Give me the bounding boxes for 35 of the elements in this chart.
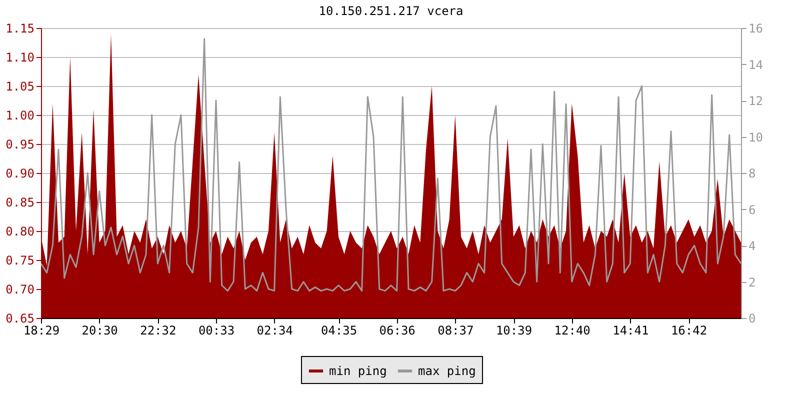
x-tick-label: 00:33 [198,324,235,338]
y-tick-label: 0.80 [6,224,34,238]
y2-tick-label: 6 [748,202,756,217]
y2-tick-label: 8 [748,166,756,180]
y-tick-label: 0.70 [6,282,34,296]
chart-title: 10.150.251.217 vcera [318,4,464,18]
x-tick-label: 12:40 [554,324,590,338]
x-tick-label: 06:36 [379,324,416,338]
x-tick-label: 02:34 [256,324,293,338]
y-tick-label: 1.00 [6,108,34,122]
y-tick-label: 1.05 [6,80,34,94]
x-tick-label: 08:37 [438,324,474,338]
x-tick-label: 10:39 [496,324,532,338]
y2-tick-label: 14 [748,58,763,72]
x-tick-label: 22:32 [140,324,176,338]
x-tick-label: 14:41 [612,324,649,338]
y-tick-label: 0.65 [6,312,34,326]
x-tick-label: 20:30 [82,324,118,338]
legend-label: min ping [329,364,387,378]
x-tick-label: 16:42 [670,324,708,338]
x-tick-label: 04:35 [320,324,358,338]
y-tick-label: 0.85 [6,196,34,210]
y-tick-label: 0.90 [6,166,34,180]
y2-tick-label: 4 [748,239,756,253]
y-tick-label: 1.10 [6,50,34,64]
y-tick-label: 1.15 [6,22,34,36]
y-tick-label: 0.75 [6,254,34,268]
y2-tick-label: 10 [748,130,763,144]
y2-tick-label: 2 [748,275,756,290]
y2-tick-label: 12 [748,94,763,108]
y-tick-label: 0.95 [6,138,34,152]
legend-label: max ping [418,364,476,378]
x-tick-label: 18:29 [23,324,60,338]
y2-tick-label: 0 [748,312,756,326]
y2-tick-label: 16 [748,22,763,36]
